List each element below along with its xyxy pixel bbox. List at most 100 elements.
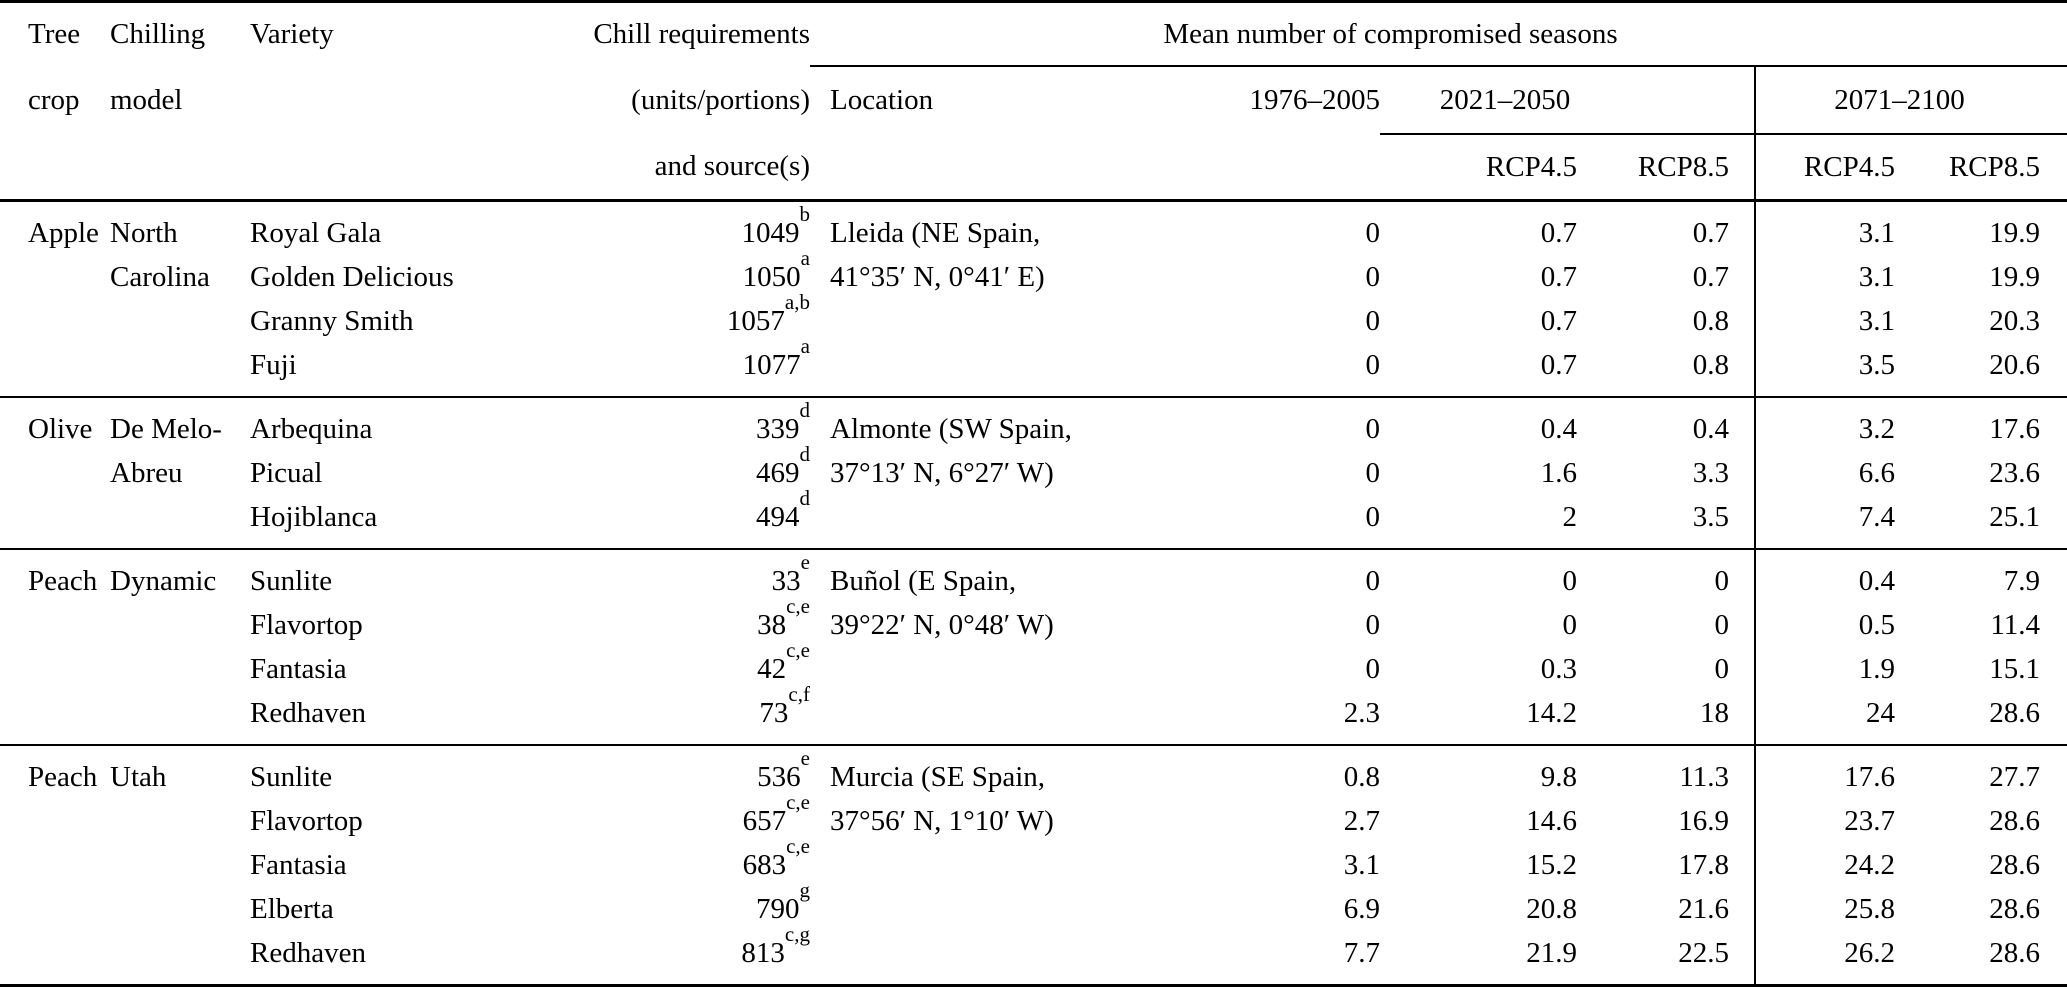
cell-chill-requirement: 38c,e (500, 596, 810, 647)
cell-2071-2100-rcp85: 28.6 (1989, 696, 2041, 729)
cell-variety: Sunlite (250, 564, 333, 597)
cell-location: Lleida (NE Spain, (830, 216, 1041, 249)
cell-location (810, 299, 1140, 343)
chill-value: 469 (756, 456, 800, 489)
cell-2021-2050-rcp85: 0 (1714, 608, 1730, 641)
cell-1976-2005: 0 (1365, 500, 1381, 533)
cell-chill-requirement: 813c,g (500, 924, 810, 986)
cell-chill-requirement: 73c,f (500, 684, 810, 745)
cell-2021-2050-rcp45: 14.2 (1526, 696, 1577, 729)
cell-2071-2100-rcp45: 17.6 (1754, 745, 1895, 799)
chill-value: 73 (759, 696, 789, 729)
cell-tree-crop (0, 843, 110, 887)
cell-chill-requirement: 33e (500, 549, 810, 603)
cell-chilling-model (110, 299, 250, 343)
header-spacer (250, 134, 500, 201)
cell-location: Buñol (E Spain, (830, 564, 1017, 597)
table-row: Fantasia 42c,e 0 0.3 0 1.9 15.1 (0, 640, 2067, 691)
cell-2021-2050-rcp85: 0.4 (1692, 412, 1729, 445)
header-row-3: and source(s) RCP4.5 RCP8.5 RCP4.5 RCP8.… (0, 134, 2067, 201)
cell-2071-2100-rcp45: 3.5 (1754, 343, 1895, 397)
cell-2071-2100-rcp85: 28.6 (1989, 848, 2041, 881)
cell-location: Almonte (SW Spain, (830, 412, 1072, 445)
cell-variety: Flavortop (250, 804, 363, 837)
cell-1976-2005: 0 (1365, 412, 1381, 445)
cell-2021-2050-rcp45: 0.4 (1540, 412, 1577, 445)
table-row: Redhaven 813c,g 7.7 21.9 22.5 26.2 28.6 (0, 924, 2067, 986)
cell-2071-2100-rcp85: 19.9 (1989, 216, 2041, 249)
cell-variety: Sunlite (250, 760, 333, 793)
cell-tree-crop (0, 887, 110, 931)
cell-chilling-model (110, 647, 250, 691)
cell-tree-crop (0, 255, 110, 299)
cell-2021-2050-rcp45: 14.6 (1526, 804, 1577, 837)
table-row: Carolina Golden Delicious 1050a 41°35′ N, 0… (0, 248, 2067, 299)
header-chilling-model: Chilling (110, 18, 206, 50)
table-section-1: Apple North Royal Gala 1049b Lleida (NE Spai… (0, 200, 2067, 397)
cell-2021-2050-rcp45: 0.7 (1540, 260, 1577, 293)
cell-location (810, 647, 1140, 691)
cell-2021-2050-rcp85: 0.8 (1692, 348, 1729, 381)
chill-source-sup: d (799, 398, 811, 423)
cell-2021-2050-rcp45: 0 (1562, 608, 1578, 641)
cell-2071-2100-rcp85: 19.9 (1989, 260, 2041, 293)
cell-chilling-model: Utah (110, 760, 167, 793)
chill-source-sup: a,b (784, 290, 810, 315)
cell-chill-requirement: 790g (500, 880, 810, 931)
header-location: Location (830, 84, 934, 116)
cell-2071-2100-rcp45: 26.2 (1754, 931, 1895, 986)
table-header: Tree Chilling Variety Chill requirements… (0, 1, 2067, 201)
cell-chill-requirement: 1050a (500, 248, 810, 299)
cell-chilling-model (110, 799, 250, 843)
cell-1976-2005: 0.8 (1343, 760, 1380, 793)
cell-2071-2100-rcp85: 28.6 (1989, 936, 2041, 969)
cell-tree-crop (0, 647, 110, 691)
cell-2071-2100-rcp45: 25.8 (1754, 887, 1895, 931)
cell-2071-2100-rcp45: 6.6 (1754, 451, 1895, 495)
table-row: Flavortop 38c,e 39°22′ N, 0°48′ W) 0 0 0 0.5 11… (0, 596, 2067, 647)
header-period-2021-2050: 2021–2050 (1380, 66, 1755, 135)
cell-tree-crop (0, 691, 110, 745)
cell-tree-crop (0, 603, 110, 647)
cell-chill-requirement: 1057a,b (500, 292, 810, 343)
chill-source-sup: d (799, 442, 811, 467)
chill-source-sup: e (800, 746, 810, 771)
cell-2071-2100-rcp85: 7.9 (2003, 564, 2041, 597)
header-spacer (810, 134, 1140, 201)
cell-1976-2005: 7.7 (1343, 936, 1380, 969)
chill-value: 657 (742, 804, 787, 837)
table-row: Fantasia 683c,e 3.1 15.2 17.8 24.2 28.6 (0, 836, 2067, 887)
cell-chilling-model: De Melo- (110, 412, 222, 445)
header-rcp85-2071: RCP8.5 (1948, 150, 2041, 183)
cell-2021-2050-rcp85: 18 (1700, 696, 1729, 729)
header-spacer (110, 134, 250, 201)
cell-variety: Flavortop (250, 608, 363, 641)
chill-source-sup: c,g (784, 922, 810, 947)
header-rcp85-2021: RCP8.5 (1637, 150, 1729, 183)
cell-tree-crop (0, 451, 110, 495)
cell-location: 39°22′ N, 0°48′ W) (830, 608, 1054, 641)
table-row: Fuji 1077a 0 0.7 0.8 3.5 20.6 (0, 336, 2067, 397)
header-chill-source: and source(s) (654, 150, 810, 182)
chill-value: 339 (756, 412, 800, 445)
header-period-2071-2100: 2071–2100 (1753, 66, 2067, 135)
cell-1976-2005: 2.3 (1343, 696, 1380, 729)
cell-1976-2005: 0 (1365, 304, 1381, 337)
table-row: Apple North Royal Gala 1049b Lleida (NE Spai… (0, 200, 2067, 255)
cell-tree-crop (0, 495, 110, 549)
table-row: Redhaven 73c,f 2.3 14.2 18 24 28.6 (0, 684, 2067, 745)
chill-value: 1057 (726, 304, 785, 337)
cell-chilling-model (110, 343, 250, 397)
cell-2071-2100-rcp45: 7.4 (1754, 495, 1895, 549)
cell-variety: Hojiblanca (250, 500, 378, 533)
cell-variety: Redhaven (250, 936, 366, 969)
cell-tree-crop: Apple (28, 216, 99, 249)
header-period-1976-2005: 1976–2005 (1249, 84, 1381, 116)
chill-source-sup: c,f (788, 682, 810, 707)
chill-value: 42 (757, 652, 787, 685)
cell-tree-crop: Olive (28, 412, 93, 445)
cell-2021-2050-rcp85: 16.9 (1678, 804, 1729, 837)
cell-location (810, 691, 1140, 745)
chill-value: 494 (756, 500, 800, 533)
cell-2071-2100-rcp85: 17.6 (1989, 412, 2041, 445)
